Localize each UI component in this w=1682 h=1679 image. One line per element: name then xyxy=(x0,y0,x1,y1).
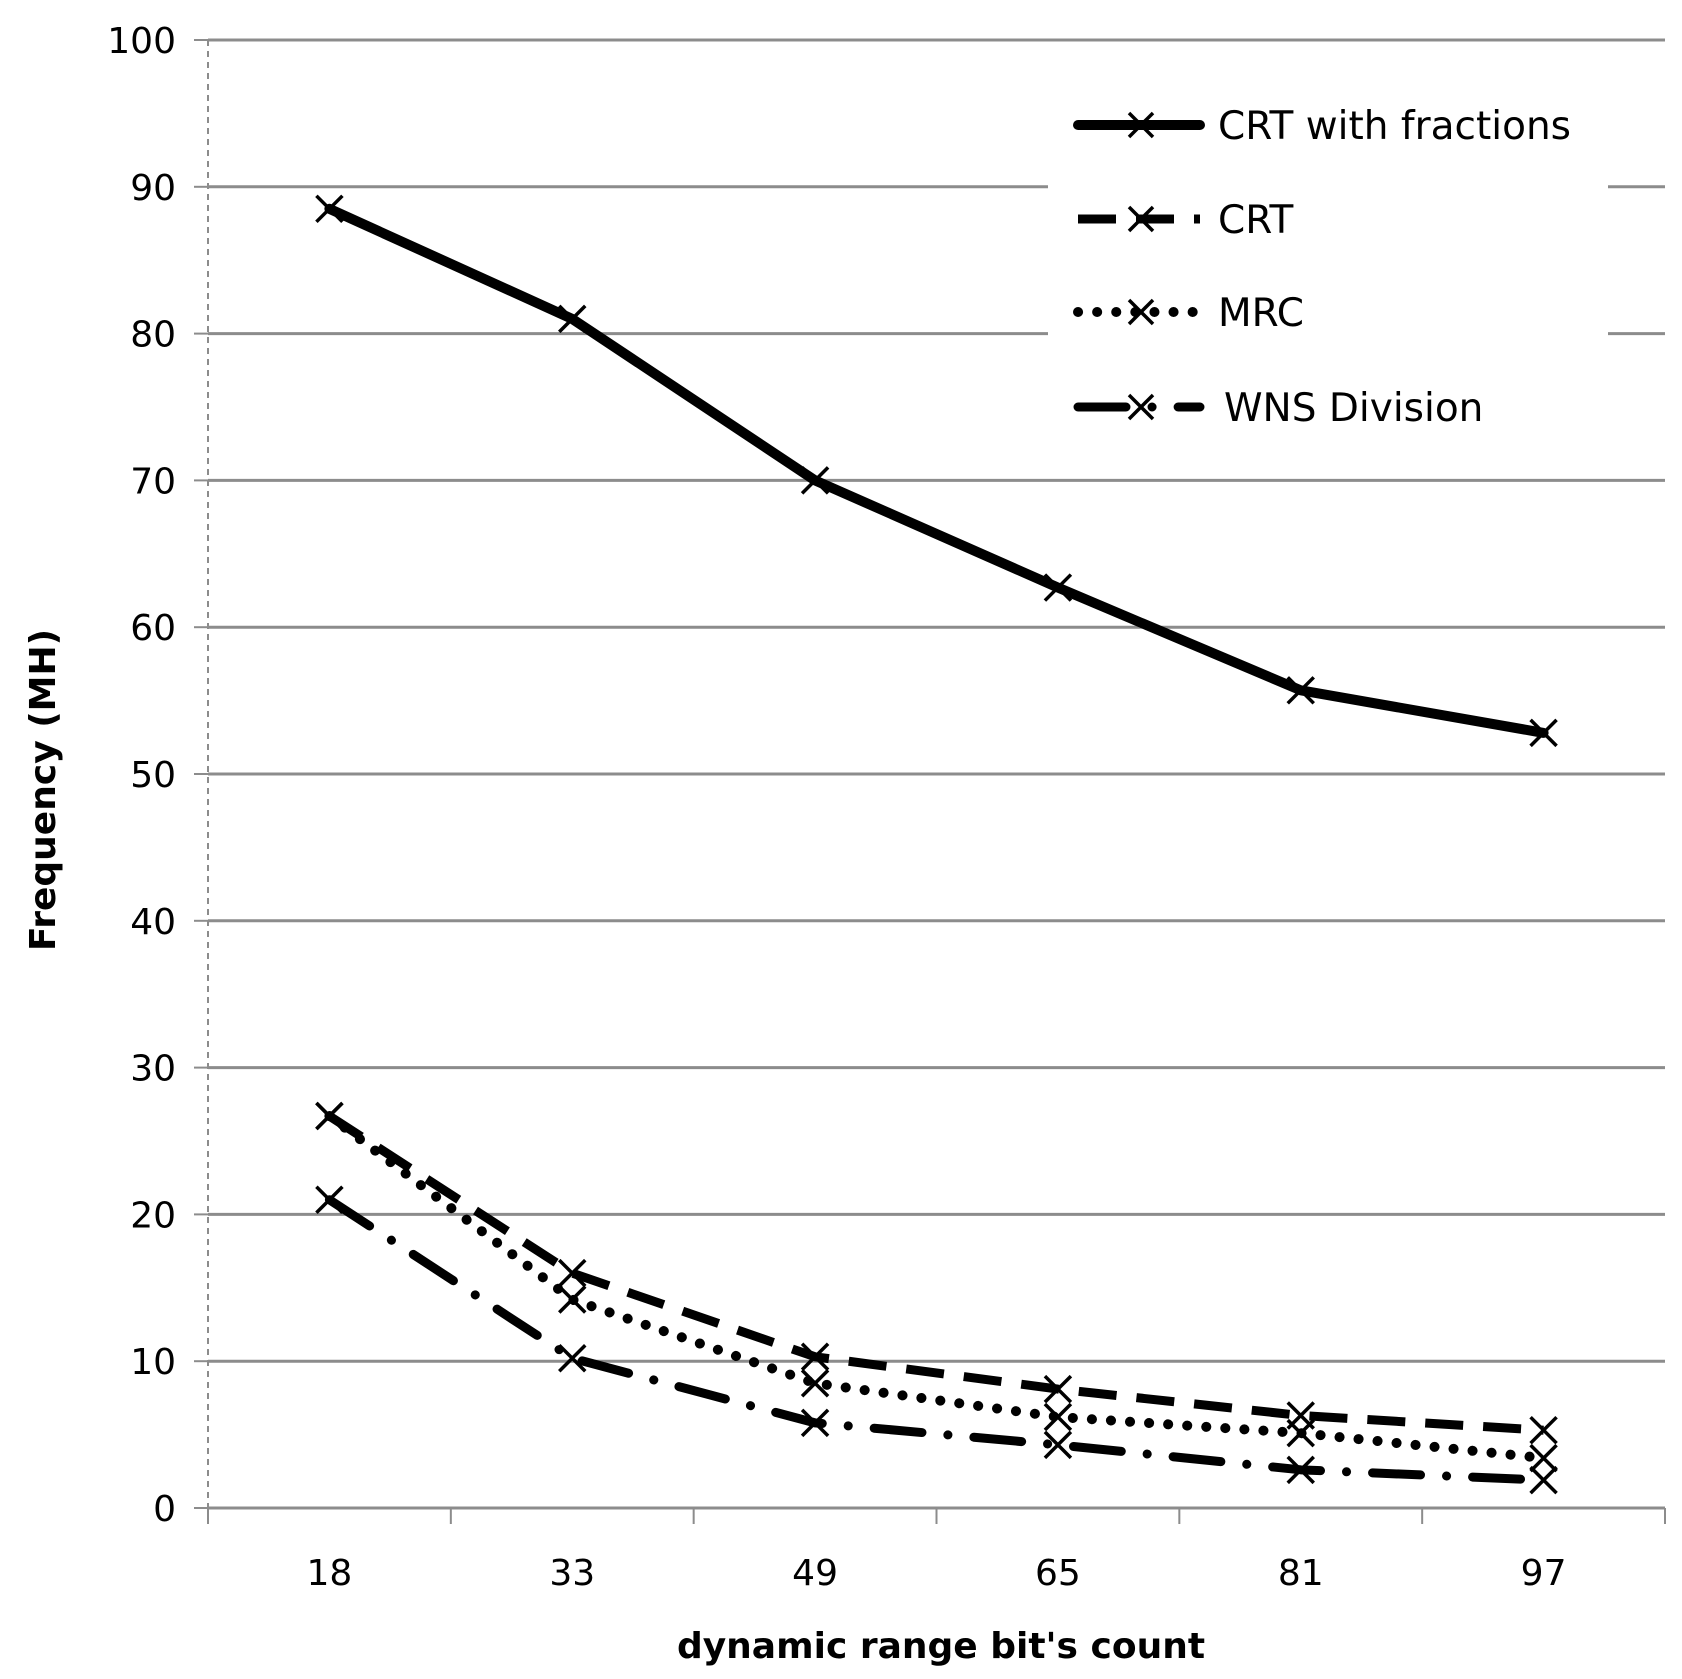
data-point-marker xyxy=(1286,676,1315,705)
data-point-marker xyxy=(800,1368,830,1398)
data-point-marker xyxy=(315,1101,344,1131)
data-point-marker xyxy=(1127,393,1155,421)
y-tick-label: 20 xyxy=(130,1195,176,1236)
y-axis-title: Frequency (MH) xyxy=(23,629,64,951)
y-tick-label: 90 xyxy=(130,168,176,209)
legend: CRT with fractions CRT MRC WNS Division xyxy=(1048,75,1608,460)
y-tick-label: 10 xyxy=(130,1342,176,1383)
data-point-marker xyxy=(1286,1455,1315,1485)
data-point-marker xyxy=(800,1408,830,1438)
series-line xyxy=(324,1111,1549,1464)
series-wns-division xyxy=(315,1185,1558,1495)
data-point-marker xyxy=(558,1258,587,1288)
y-tick-label: 80 xyxy=(130,315,176,356)
x-tick-label: 49 xyxy=(792,1553,838,1594)
data-point-marker xyxy=(1529,1465,1558,1495)
data-point-marker xyxy=(800,466,830,495)
legend-item: MRC xyxy=(1073,291,1304,336)
series-line xyxy=(326,1112,1544,1435)
data-point-marker xyxy=(558,1285,587,1314)
axes: 0 10 20 30 40 50 60 70 80 90 100 18 33 49 65 81 97 xyxy=(107,21,1666,1594)
legend-background xyxy=(1048,75,1608,460)
data-point-marker xyxy=(315,1185,344,1214)
y-tick-label: 70 xyxy=(130,461,176,502)
data-point-marker xyxy=(1286,1418,1315,1448)
series-line xyxy=(324,1195,1549,1485)
data-point-marker xyxy=(1529,1415,1558,1445)
legend-item: CRT with fractions xyxy=(1073,104,1571,149)
x-tick-label: 65 xyxy=(1035,1553,1081,1594)
y-tick-label: 0 xyxy=(153,1489,176,1530)
series-group xyxy=(315,194,1558,1495)
y-tick-label: 30 xyxy=(130,1049,176,1090)
data-point-marker xyxy=(1127,205,1155,233)
data-point-marker xyxy=(315,194,344,224)
x-tick-label: 97 xyxy=(1521,1553,1567,1594)
data-point-marker xyxy=(1127,298,1155,326)
x-tick-label: 33 xyxy=(549,1553,595,1594)
series-crt xyxy=(315,1101,1558,1445)
data-point-marker xyxy=(1043,1402,1073,1432)
x-tick-label: 18 xyxy=(307,1553,353,1594)
data-point-marker xyxy=(558,1344,587,1373)
legend-label: CRT xyxy=(1218,198,1293,243)
gridlines xyxy=(208,38,1665,1363)
series-crt-with-fractions xyxy=(315,194,1558,748)
series-line xyxy=(324,203,1549,738)
y-tick-label: 40 xyxy=(130,902,176,943)
legend-item: CRT xyxy=(1078,198,1293,243)
x-axis-title: dynamic range bit's count xyxy=(677,1626,1205,1667)
data-point-marker xyxy=(800,1342,830,1372)
y-tick-label: 50 xyxy=(130,755,176,796)
y-tick-label: 60 xyxy=(130,608,176,649)
x-tick-label: 81 xyxy=(1278,1553,1324,1594)
data-point-marker xyxy=(1043,573,1073,602)
data-point-marker xyxy=(1529,718,1558,748)
data-point-marker xyxy=(1529,1443,1558,1473)
data-point-marker xyxy=(1127,111,1155,139)
legend-item: WNS Division xyxy=(1073,386,1483,431)
legend-label: MRC xyxy=(1218,291,1304,336)
legend-label: CRT with fractions xyxy=(1218,104,1571,149)
legend-label: WNS Division xyxy=(1224,386,1483,431)
data-point-marker xyxy=(1043,1430,1073,1460)
series-mrc xyxy=(315,1101,1558,1473)
data-point-marker xyxy=(558,304,587,334)
data-point-marker xyxy=(1043,1374,1073,1404)
y-tick-label: 100 xyxy=(107,21,176,62)
